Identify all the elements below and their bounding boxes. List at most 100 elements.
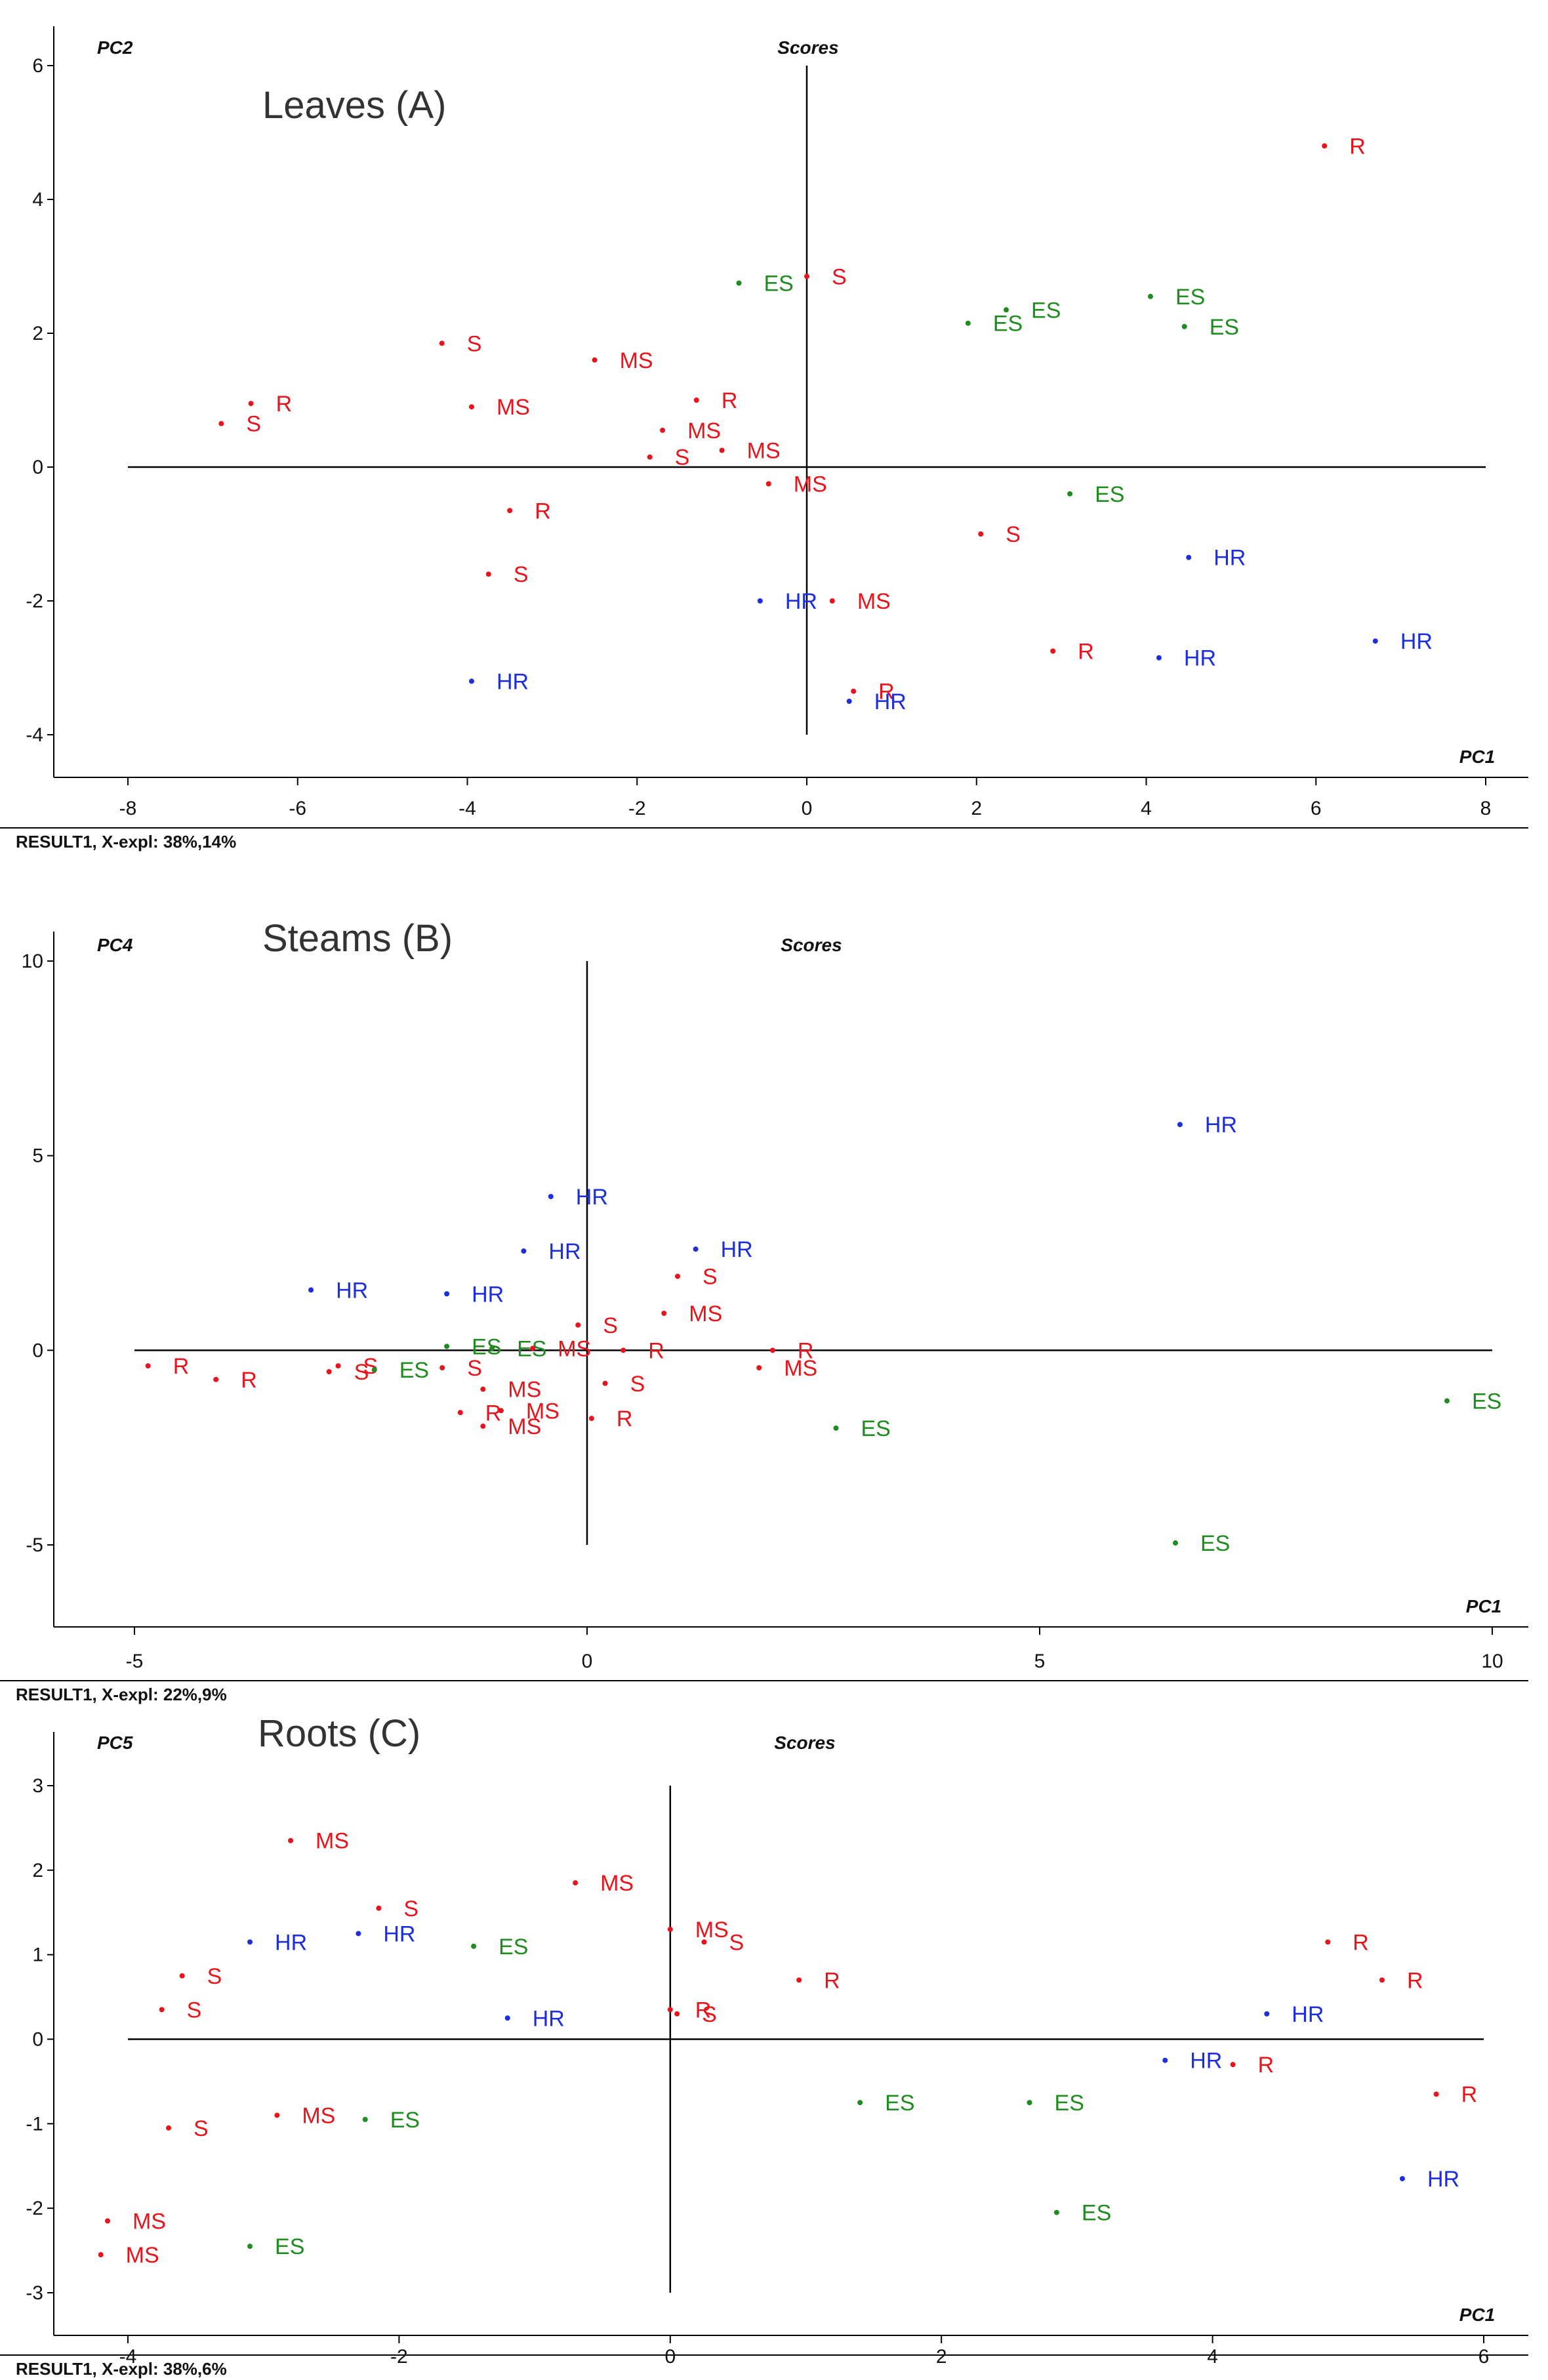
score-point: [362, 2116, 368, 2122]
panel-steams: -5 0 5 10 -5 0 5 10 Steams (B) Scores PC4 PC1 RESULT…: [0, 917, 1528, 1704]
score-point: [247, 2244, 253, 2249]
score-point-label: R: [1349, 134, 1366, 159]
x-tick-label: 2: [971, 798, 982, 819]
score-point: [507, 508, 513, 514]
score-point-label: ES: [275, 2234, 304, 2259]
score-point: [1162, 2057, 1168, 2063]
x-tick-label: 6: [1311, 798, 1322, 819]
score-point-label: HR: [336, 1278, 368, 1303]
x-tick-label: 5: [1034, 1651, 1046, 1672]
score-point-label: HR: [576, 1185, 608, 1210]
x-axis-label: PC1: [1459, 2305, 1495, 2325]
score-point-label: ES: [1055, 2091, 1084, 2116]
score-point-label: MS: [695, 1918, 729, 1942]
y-tick-label: 10: [22, 951, 43, 972]
explained-variance-footer: RESULT1, X-expl: 22%,9%: [16, 1685, 227, 1704]
y-tick-label: 1: [32, 1944, 43, 1966]
score-point-label: HR: [1205, 1113, 1237, 1138]
score-point: [498, 1408, 504, 1414]
score-point: [833, 1426, 839, 1431]
y-tick-label: 2: [32, 1860, 43, 1881]
score-point: [104, 2218, 110, 2224]
score-point-label: R: [173, 1354, 190, 1379]
score-point-label: S: [675, 445, 690, 470]
score-point-label: S: [194, 2116, 209, 2141]
panel-subtitle: Scores: [774, 1733, 835, 1753]
score-point: [573, 1880, 579, 1886]
score-point: [575, 1322, 581, 1328]
score-point: [288, 1837, 294, 1843]
score-point-label: HR: [1292, 2002, 1324, 2027]
score-point: [675, 1273, 680, 1279]
score-point: [489, 1345, 495, 1351]
y-tick-label: -2: [26, 2198, 43, 2219]
score-point-label: MS: [689, 1302, 722, 1326]
score-point: [371, 1367, 377, 1372]
score-point-label: ES: [1082, 2201, 1111, 2226]
y-tick-label: -5: [26, 1534, 43, 1556]
score-point-label: HR: [785, 589, 817, 614]
score-point: [166, 2125, 172, 2131]
score-point: [674, 2011, 680, 2017]
score-point-label: S: [729, 1930, 744, 1955]
panel-subtitle: Scores: [781, 935, 842, 955]
score-point: [356, 1931, 361, 1937]
score-point: [592, 357, 598, 363]
score-point: [621, 1347, 626, 1353]
x-tick-label: 6: [1478, 2346, 1490, 2368]
score-point: [521, 1248, 527, 1254]
score-point: [1322, 143, 1328, 149]
score-point: [218, 421, 224, 426]
score-point: [829, 598, 835, 604]
score-point-label: MS: [132, 2209, 166, 2234]
score-point-label: HR: [383, 1921, 415, 1946]
score-point-label: MS: [857, 589, 891, 614]
score-point-label: MS: [794, 472, 827, 497]
score-point: [444, 1344, 450, 1349]
score-point: [439, 340, 445, 346]
score-point-label: ES: [993, 312, 1023, 337]
y-tick-label: -1: [26, 2113, 43, 2135]
score-point: [1372, 638, 1378, 644]
x-tick-label: -2: [628, 798, 646, 819]
score-point-label: R: [722, 388, 738, 413]
score-point: [444, 1291, 450, 1297]
score-point: [1399, 2176, 1405, 2182]
x-tick-label: -4: [458, 798, 476, 819]
score-point: [978, 531, 984, 537]
score-point-label: ES: [499, 1935, 528, 1959]
y-tick-label: 4: [32, 189, 43, 211]
x-tick-label: -5: [126, 1651, 144, 1672]
y-tick-label: -2: [26, 590, 43, 612]
score-point: [756, 1365, 762, 1371]
y-tick-label: 0: [32, 2029, 43, 2051]
score-point-label: MS: [620, 348, 653, 373]
score-point: [1181, 323, 1187, 329]
score-point: [1433, 2091, 1439, 2097]
score-point-label: MS: [508, 1414, 541, 1439]
score-point: [667, 1927, 673, 1933]
x-tick-label: 0: [582, 1651, 593, 1672]
score-point-label: ES: [1472, 1389, 1501, 1414]
score-point-label: S: [702, 2002, 717, 2027]
y-axis-label: PC5: [97, 1733, 133, 1753]
score-point: [439, 1365, 445, 1371]
x-axis-label: PC1: [1466, 1596, 1501, 1616]
score-point: [1444, 1398, 1450, 1404]
panel-title: Leaves (A): [262, 84, 446, 127]
score-point: [588, 1416, 594, 1422]
score-point-label: MS: [497, 395, 530, 420]
score-point-label: S: [354, 1360, 369, 1385]
score-point-label: HR: [1213, 546, 1246, 571]
score-point: [335, 1363, 341, 1369]
score-point-label: HR: [874, 689, 906, 714]
score-point: [1230, 2062, 1236, 2068]
x-tick-label: 8: [1480, 798, 1492, 819]
score-point: [145, 1363, 151, 1369]
panel-subtitle: Scores: [777, 37, 838, 58]
score-point: [769, 1347, 775, 1353]
score-point-label: R: [535, 499, 551, 523]
score-point-label: ES: [1210, 315, 1239, 340]
score-point-label: HR: [533, 2006, 565, 2031]
y-axis-label: PC4: [97, 935, 133, 955]
